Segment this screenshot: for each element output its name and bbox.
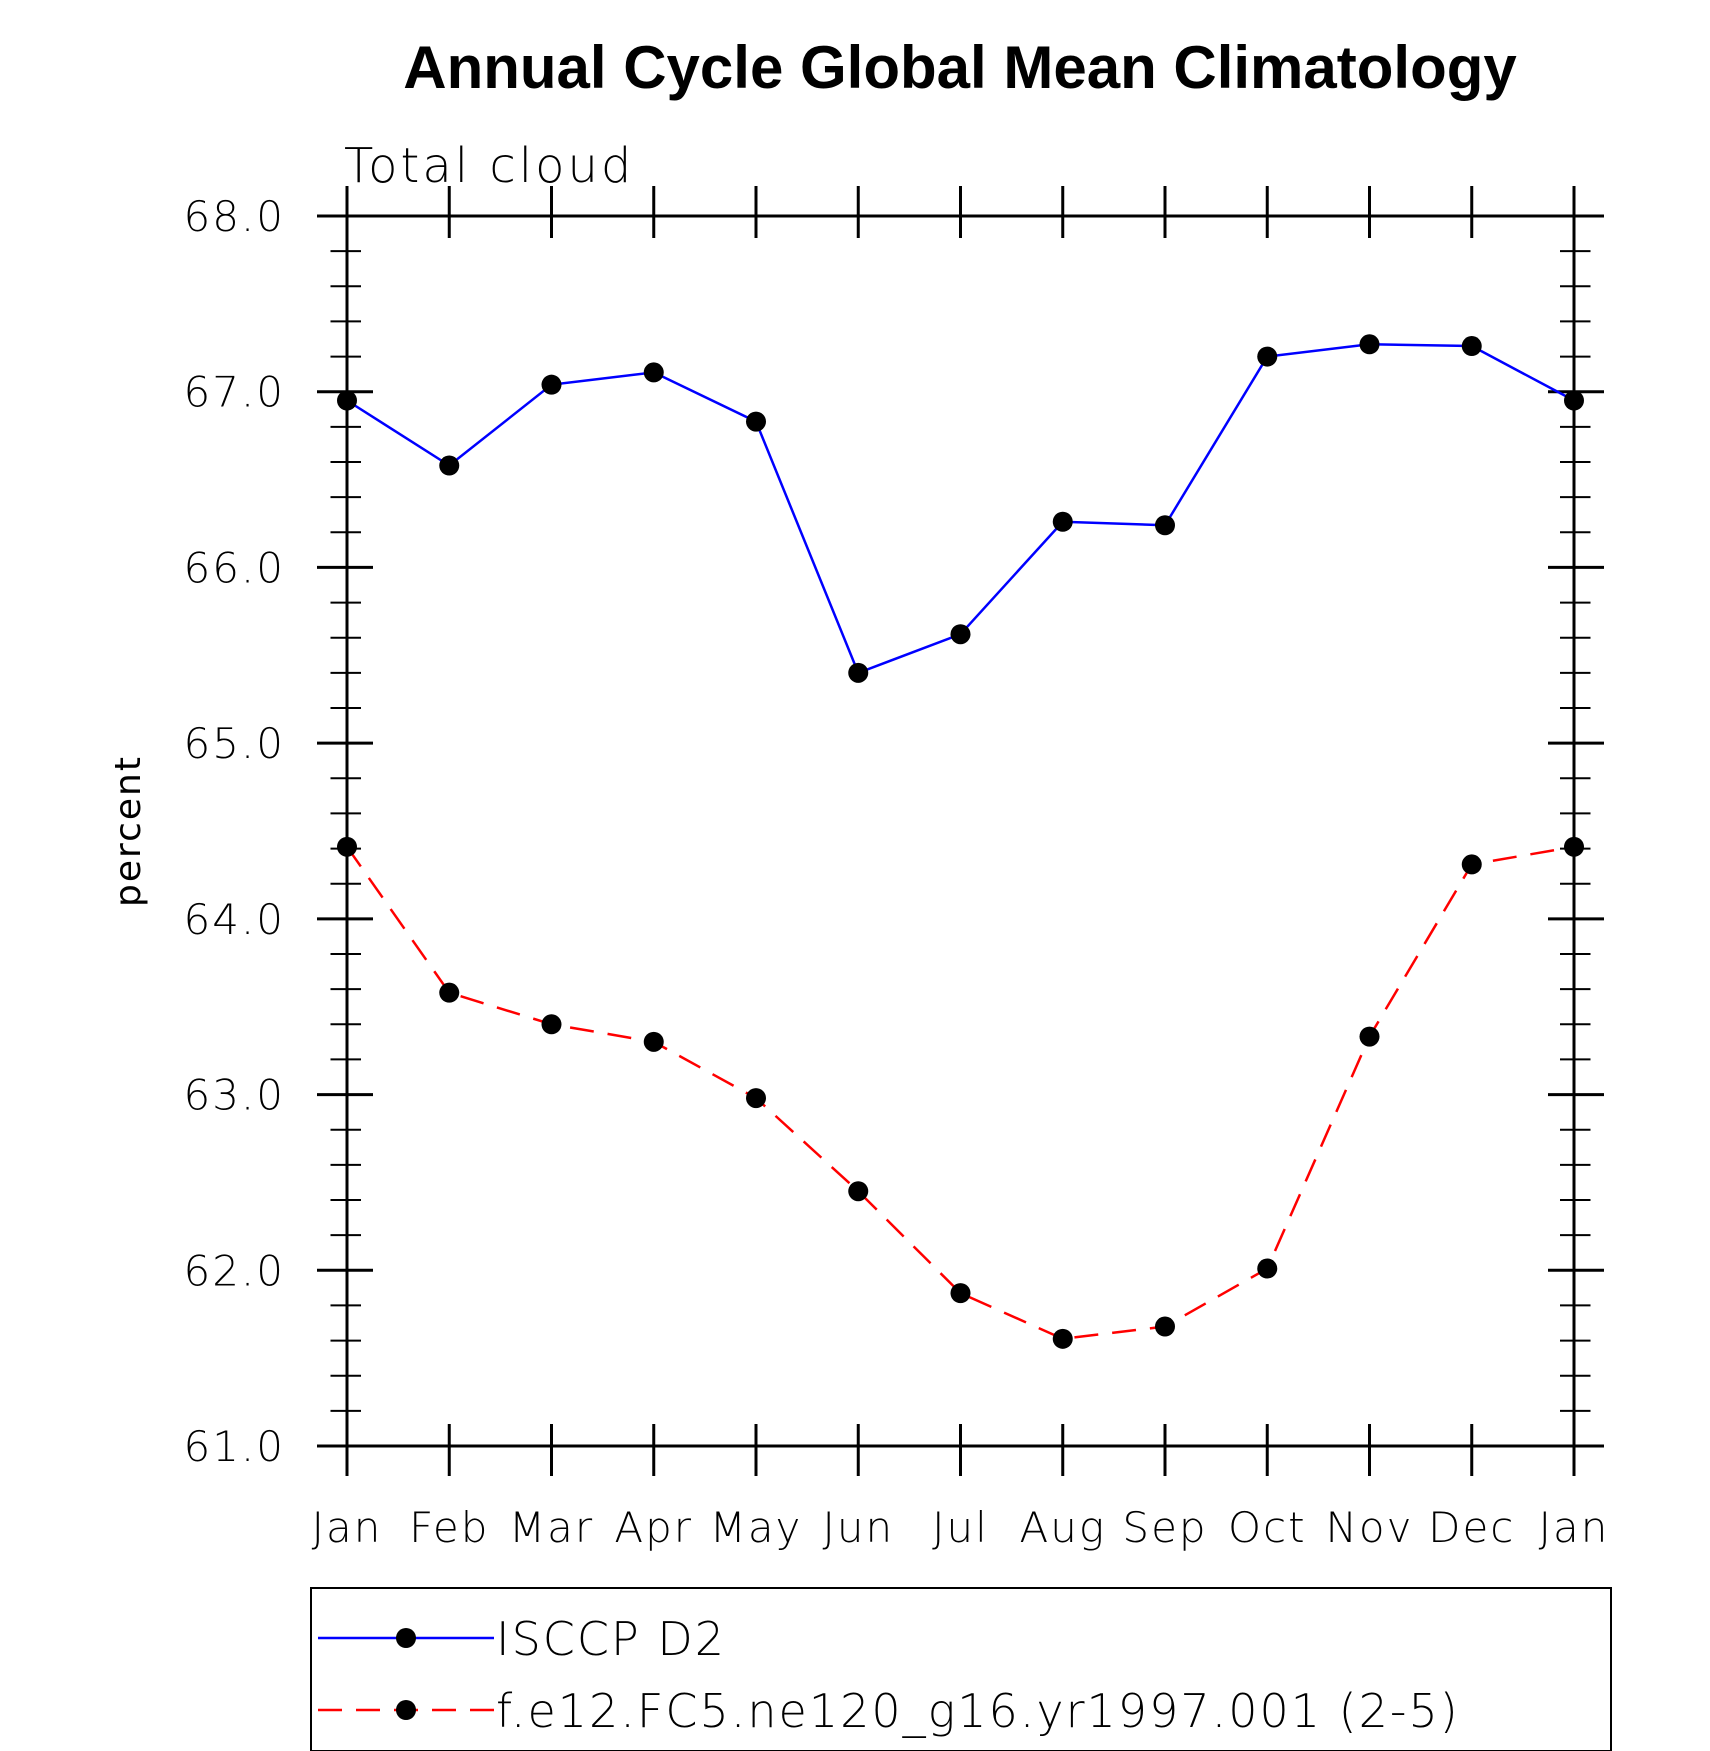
y-axis-label: percent [108, 755, 149, 907]
legend: ISCCP D2 f.e12.FC5.ne120_g16.yr1997.001 (… [310, 1587, 1612, 1751]
data-point [1461, 336, 1482, 357]
data-point [950, 1283, 971, 1304]
data-point [1155, 1316, 1175, 1337]
y-tick-label: 67.0 [183, 368, 285, 417]
legend-label: f.e12.FC5.ne120_g16.yr1997.001 (2-5) [496, 1684, 1460, 1738]
data-point [950, 624, 971, 645]
legend-marker [396, 1700, 416, 1720]
x-tick-label: Nov [1326, 1503, 1414, 1552]
legend-box [310, 1587, 1612, 1751]
data-point [1052, 1328, 1073, 1349]
y-tick-label: 65.0 [183, 719, 285, 768]
x-tick-label: Apr [614, 1503, 693, 1552]
data-point [1052, 511, 1073, 532]
data-point [337, 390, 357, 411]
data-point [643, 362, 664, 383]
data-point [643, 1031, 664, 1052]
data-point [1461, 854, 1482, 875]
y-tick-label: 63.0 [183, 1071, 285, 1120]
data-point [848, 1181, 869, 1202]
chart-title: Annual Cycle Global Mean Climatology [403, 34, 1517, 101]
chart-subtitle: Total cloud [344, 138, 634, 194]
series-line [345, 845, 1575, 1341]
data-point [541, 374, 562, 395]
y-tick-label: 64.0 [183, 895, 285, 944]
y-tick-label: 66.0 [183, 543, 285, 592]
x-tick-label: Jun [822, 1503, 894, 1552]
data-point [337, 836, 357, 857]
data-point [1155, 515, 1175, 536]
data-point [1257, 1258, 1278, 1279]
x-tick-label: Jan [1539, 1503, 1610, 1552]
legend-marker [396, 1628, 416, 1648]
data-point [439, 455, 460, 476]
legend-label: ISCCP D2 [496, 1612, 726, 1666]
x-tick-label: Sep [1122, 1503, 1207, 1552]
legend-items: ISCCP D2 f.e12.FC5.ne120_g16.yr1997.001 (… [318, 1612, 1460, 1738]
x-tick-label: Feb [409, 1503, 489, 1552]
data-point [1257, 346, 1278, 367]
data-point [541, 1014, 562, 1035]
plot-area: 61.0 62.0 63.0 64.0 65.0 66.0 67.0 68.0 Jan Feb M… [183, 186, 1610, 1552]
data-point [1359, 1026, 1380, 1047]
data-point [746, 1088, 766, 1109]
x-tick-labels: Jan Feb Mar Apr May Jun Jul Aug Sep Oct Nov Dec Jan [312, 1503, 1610, 1552]
x-tick-label: Jul [932, 1503, 989, 1552]
y-tick-label: 61.0 [183, 1422, 285, 1471]
data-point [439, 982, 460, 1003]
data-point [848, 662, 869, 683]
x-tick-label: May [710, 1503, 803, 1552]
x-tick-label: Dec [1428, 1503, 1515, 1552]
x-tick-label: Aug [1019, 1503, 1106, 1552]
x-tick-label: Mar [509, 1503, 594, 1552]
data-point [746, 411, 766, 432]
x-tick-label: Jan [312, 1503, 383, 1552]
x-tick-label: Oct [1228, 1503, 1307, 1552]
axis-ticks [317, 186, 1604, 1476]
data-point [1359, 334, 1380, 355]
data-point [1564, 836, 1584, 857]
series-group [337, 334, 1584, 1349]
y-tick-labels: 61.0 62.0 63.0 64.0 65.0 66.0 67.0 68.0 [183, 192, 285, 1471]
y-tick-label: 62.0 [183, 1246, 285, 1295]
y-tick-label: 68.0 [183, 192, 285, 241]
data-point [1564, 390, 1584, 411]
series-line [346, 343, 1575, 675]
